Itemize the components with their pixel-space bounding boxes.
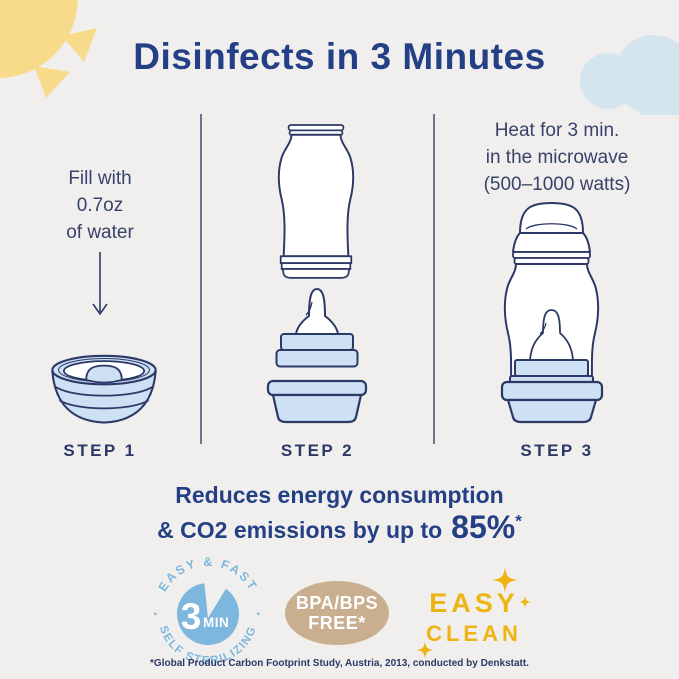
down-arrow-icon <box>92 252 108 316</box>
bpa-free-badge: BPA/BPS FREE* <box>285 581 389 645</box>
step1-label: STEP 1 <box>63 441 137 460</box>
easy-clean-line1: EASY <box>429 588 519 618</box>
badge-separator-left: · <box>153 606 158 623</box>
sun-icon <box>0 0 97 98</box>
footnote-marker: * <box>515 511 522 531</box>
easy-clean-badge: EASY CLEAN <box>418 588 530 647</box>
column-divider-left <box>200 114 202 444</box>
self-sterilizing-badge: EASY & FAST SELF STERILIZING · · 3 MIN <box>153 556 261 667</box>
assembled-bottle-illustration <box>500 202 604 424</box>
badge-timer-wedge <box>204 579 227 618</box>
page-title: Disinfects in 3 Minutes <box>133 36 546 77</box>
bottle-body-illustration <box>277 124 355 279</box>
sparkle-icon <box>416 567 532 659</box>
nipple-collar-illustration <box>275 288 359 368</box>
badge-separator-right: · <box>256 606 261 623</box>
cloud-icon <box>580 35 679 115</box>
easy-clean-line2: CLEAN <box>426 621 522 646</box>
water-bowl-illustration <box>51 354 157 424</box>
sterilizer-base-illustration <box>266 379 368 424</box>
footnote: *Global Product Carbon Footprint Study, … <box>150 658 529 669</box>
step3-instruction: Heat for 3 min. in the microwave (500–10… <box>483 120 631 195</box>
bpa-free-line1: BPA/BPS <box>295 592 379 613</box>
benefit-line2: & CO2 emissions by up to 85%* <box>0 509 679 546</box>
benefit-highlight: 85%* <box>451 509 522 545</box>
bpa-free-line2: FREE* <box>308 613 366 633</box>
benefit-line1: Reduces energy consumption <box>175 482 504 508</box>
badge-minutes-value: 3 <box>181 596 202 637</box>
badge-minutes-unit: MIN <box>203 615 229 630</box>
step2-label: STEP 2 <box>280 441 355 460</box>
column-divider-right <box>433 114 435 444</box>
benefit-line2-text: & CO2 emissions by up to <box>157 517 443 543</box>
step3-label: STEP 3 <box>520 441 594 460</box>
step1-instruction: Fill with 0.7oz of water <box>66 168 134 243</box>
